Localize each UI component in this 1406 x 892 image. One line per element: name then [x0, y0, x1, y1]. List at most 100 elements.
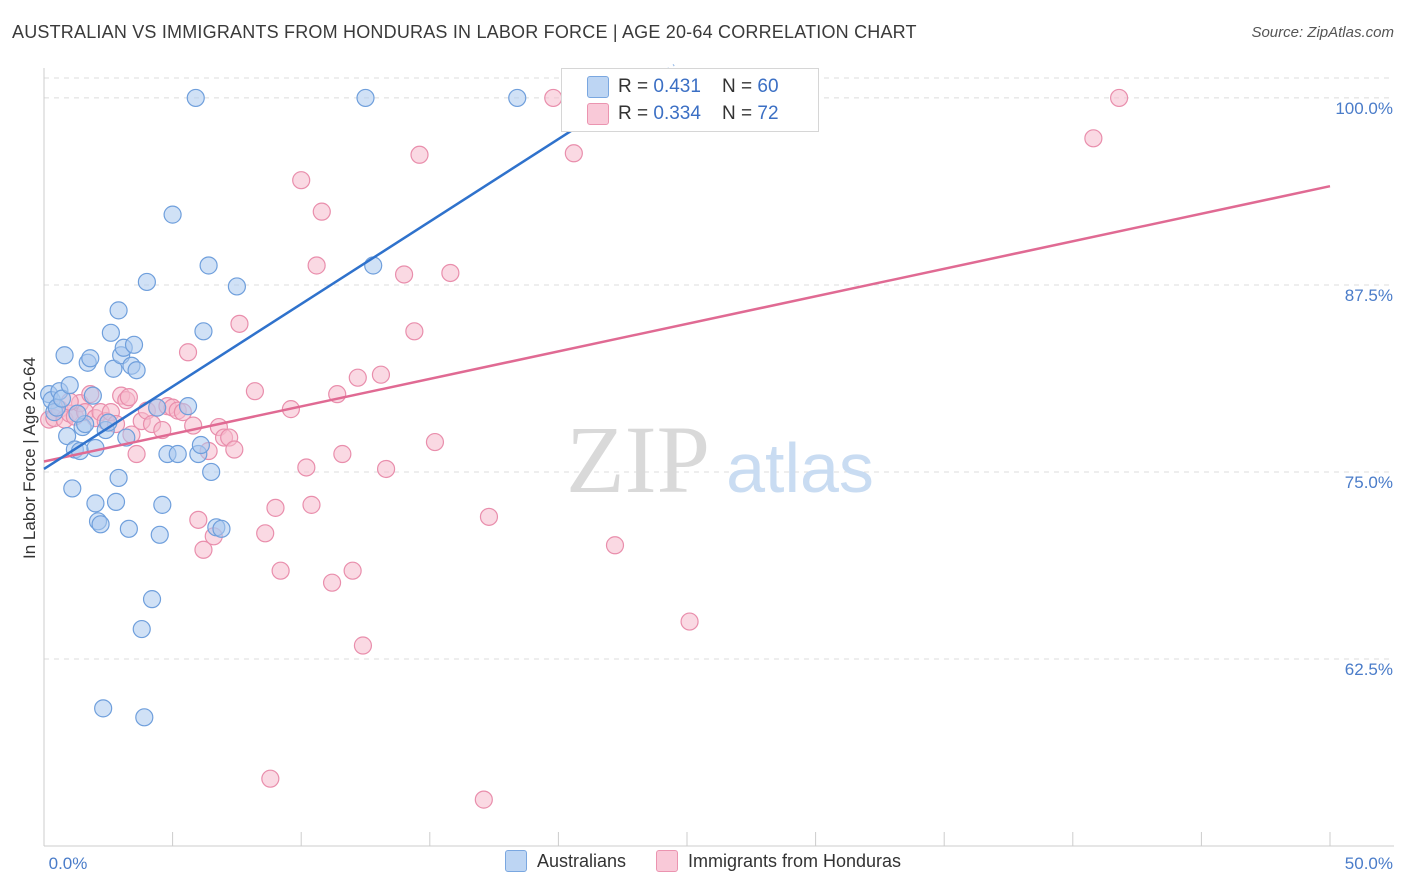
australians-point	[127, 361, 146, 380]
honduras-point	[343, 561, 362, 580]
australians-point	[91, 515, 110, 534]
x-tick-label: 0.0%	[49, 854, 88, 873]
australians-point	[55, 346, 74, 365]
y-tick-label: 100.0%	[1335, 99, 1393, 118]
chart-title: AUSTRALIAN VS IMMIGRANTS FROM HONDURAS I…	[12, 22, 917, 42]
australians-point	[104, 359, 123, 378]
honduras-point	[178, 343, 198, 362]
legend-swatch-blue	[587, 76, 609, 98]
australians-point	[168, 444, 187, 464]
honduras-point	[292, 171, 311, 190]
honduras-point	[261, 769, 280, 788]
australians-point	[194, 322, 213, 341]
australians-point	[508, 88, 527, 108]
honduras-point	[564, 144, 583, 163]
y-tick-label: 87.5%	[1345, 286, 1393, 305]
australians-point	[119, 519, 138, 538]
honduras-point	[1084, 129, 1103, 148]
n-value: 72	[757, 103, 779, 124]
australians-point	[52, 389, 72, 408]
australians-point	[153, 495, 172, 514]
legend-item-honduras[interactable]: Immigrants from Honduras	[655, 850, 902, 872]
honduras-point	[410, 145, 429, 164]
y-axis-label: In Labor Force | Age 20-64	[20, 357, 39, 559]
australians-point	[142, 590, 162, 609]
australians-point	[68, 404, 87, 423]
honduras-point	[1109, 88, 1129, 108]
australians-point	[132, 619, 151, 639]
australians-point	[83, 386, 102, 405]
x-tick-label: 50.0%	[1345, 854, 1393, 873]
honduras-point	[479, 507, 499, 526]
honduras-point	[394, 265, 414, 284]
australians-point	[86, 494, 105, 513]
australians-point	[186, 88, 205, 108]
honduras-point	[256, 524, 275, 543]
honduras-point	[605, 536, 625, 555]
legend-item-australians[interactable]: Australians	[504, 850, 626, 872]
australians-point	[212, 519, 231, 538]
bottom-legend: Australians Immigrants from Honduras	[0, 850, 1406, 872]
australians-point	[199, 256, 218, 275]
n-label: N =	[722, 76, 758, 97]
honduras-point	[189, 510, 208, 529]
honduras-label: Immigrants from Honduras	[687, 850, 902, 871]
honduras-point	[405, 322, 424, 341]
tick-labels: 100.0% 87.5% 75.0% 62.5% 0.0% 50.0%	[49, 99, 1393, 873]
australians-point	[124, 335, 144, 354]
australians-point	[63, 479, 82, 498]
honduras-point	[245, 382, 265, 401]
australians-point	[364, 256, 383, 275]
honduras-point	[307, 256, 326, 275]
honduras-point	[371, 365, 391, 384]
australians-point	[60, 376, 79, 395]
n-label: N =	[722, 103, 758, 124]
r-label: R =	[618, 103, 654, 124]
honduras-point	[353, 636, 373, 655]
honduras-point	[322, 573, 342, 592]
correlation-legend: R = 0.431 N = 60 R = 0.334 N = 72	[561, 68, 819, 132]
r-label: R =	[618, 76, 654, 97]
australians-trend-line	[43, 129, 572, 471]
honduras-point	[348, 368, 367, 387]
honduras-point	[312, 202, 331, 221]
australians-point	[101, 323, 120, 342]
y-tick-label: 62.5%	[1345, 660, 1393, 679]
honduras-point	[376, 459, 396, 479]
australians-point	[178, 397, 198, 416]
watermark-atlas: atlas	[726, 429, 874, 507]
australians-point	[163, 205, 182, 224]
australians-point	[150, 525, 169, 544]
honduras-point	[225, 440, 244, 459]
australians-point	[58, 426, 77, 446]
watermark: ZIP atlas	[566, 406, 874, 513]
australians-point	[81, 349, 100, 368]
australians-point	[356, 88, 375, 108]
legend-swatch-pink	[587, 103, 609, 125]
legend-text-australians: R = 0.431 N = 60	[618, 76, 779, 98]
australians-point	[109, 301, 128, 320]
y-tick-label: 75.0%	[1345, 473, 1393, 492]
legend-text-honduras: R = 0.334 N = 72	[618, 103, 779, 125]
honduras-point	[297, 458, 316, 477]
source-credit: Source: ZipAtlas.com	[1251, 24, 1394, 41]
honduras-point	[474, 790, 493, 809]
australians-swatch	[504, 850, 527, 872]
australians-point	[137, 272, 156, 292]
australians-point	[109, 468, 128, 488]
honduras-point	[230, 314, 249, 333]
australians-label: Australians	[536, 850, 626, 871]
honduras-point	[441, 263, 460, 283]
r-value: 0.334	[653, 103, 701, 124]
australians-point	[106, 492, 126, 511]
r-value: 0.431	[653, 76, 701, 97]
australians-point	[202, 462, 221, 482]
honduras-point	[425, 432, 445, 452]
honduras-points	[40, 88, 1129, 809]
honduras-point	[271, 561, 290, 580]
watermark-zip: ZIP	[566, 406, 710, 513]
honduras-point	[333, 444, 352, 464]
honduras-trend-line	[43, 184, 1331, 463]
honduras-point	[266, 498, 285, 517]
